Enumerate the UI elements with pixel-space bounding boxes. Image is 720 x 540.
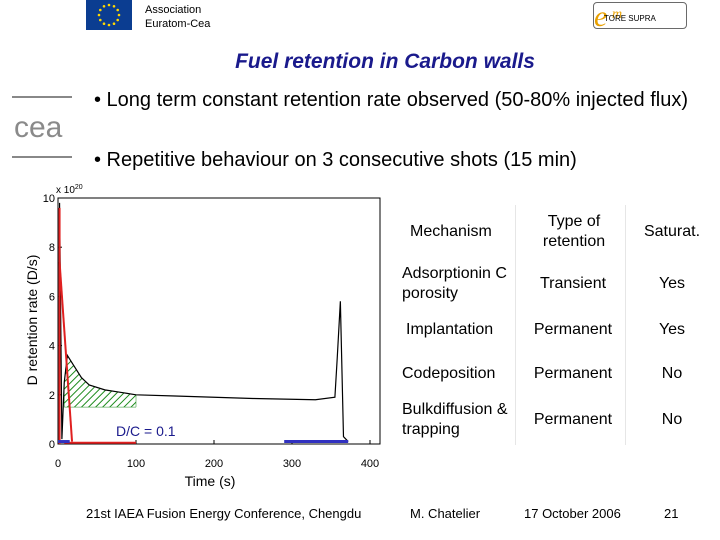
x-tick-label: 0	[55, 458, 61, 470]
cea-logo-icon: cea	[12, 96, 72, 158]
x-tick-label: 300	[283, 458, 301, 470]
footer-date: 17 October 2006	[524, 506, 621, 521]
table-cell-saturation: No	[661, 411, 683, 428]
eu-flag-logo	[86, 0, 132, 30]
red-diagonal-marker	[58, 261, 74, 442]
table-header-mechanism: Mechanism	[410, 223, 492, 240]
table-divider	[625, 205, 626, 445]
x-axis-ticks: 0 100 200 300 400	[55, 440, 379, 470]
y-axis-label: D retention rate (D/s)	[24, 255, 40, 386]
x-tick-label: 400	[361, 458, 379, 470]
table-cell-type: Permanent	[533, 411, 613, 428]
svg-text:m: m	[612, 7, 622, 22]
svg-text:cea: cea	[14, 111, 63, 144]
y-tick-label: 6	[49, 291, 55, 303]
footer-page-number: 21	[664, 506, 679, 521]
eu-stars-icon	[97, 3, 121, 27]
plot-frame	[57, 197, 381, 445]
y-multiplier-label: x 1020	[56, 184, 83, 196]
table-cell-saturation: Yes	[658, 275, 686, 292]
y-tick-label: 4	[49, 341, 55, 353]
association-line2: Euratom-Cea	[145, 18, 211, 30]
association-line1: Association	[145, 4, 202, 16]
table-header-saturation: Saturat.	[643, 223, 701, 240]
association-label: Association Euratom-Cea	[145, 3, 210, 31]
table-cell-mechanism: Codeposition	[402, 365, 496, 382]
table-cell-type: Permanent	[533, 321, 613, 338]
hatched-retention-area	[63, 354, 137, 408]
y-tick-label: 0	[49, 439, 55, 451]
retention-rate-chart: 0 2 4 6 8 10 0 100 200 300 400 x 1020 D/C = 0.1 T…	[24, 184, 381, 489]
series-line	[58, 202, 349, 442]
table-cell-type: Transient	[539, 275, 607, 292]
table-cell-mechanism: Bulkdiffusion & trapping	[402, 401, 508, 438]
y-tick-label: 2	[49, 390, 55, 402]
table-cell-type: Permanent	[533, 365, 613, 382]
bullet-repetitive-behaviour: • Repetitive behaviour on 3 consecutive …	[94, 149, 577, 171]
tore-supra-logo-box	[593, 2, 687, 29]
table-divider	[515, 205, 516, 445]
table-cell-saturation: No	[661, 365, 683, 382]
table-cell-mechanism: Adsorptionin C porosity	[402, 265, 507, 302]
x-tick-label: 100	[127, 458, 145, 470]
footer-author: M. Chatelier	[410, 506, 481, 521]
table-cell-mechanism: Implantation	[406, 321, 494, 338]
slide-title: Fuel retention in Carbon walls	[235, 50, 535, 73]
tore-supra-em-icon: e m	[594, 0, 622, 30]
x-tick-label: 200	[205, 458, 223, 470]
svg-text:e: e	[594, 0, 607, 30]
y-tick-label: 10	[43, 193, 55, 205]
bullet-retention-rate: • Long term constant retention rate obse…	[94, 89, 688, 111]
footer-conference: 21st IAEA Fusion Energy Conference, Chen…	[86, 506, 362, 521]
x-axis-label: Time (s)	[185, 473, 236, 489]
table-cell-saturation: Yes	[658, 321, 686, 338]
dc-ratio-annotation: D/C = 0.1	[116, 423, 176, 439]
tore-supra-label: TORE SUPRA	[604, 14, 656, 23]
y-tick-label: 8	[49, 242, 55, 254]
table-header-type: Type of retention	[542, 213, 606, 250]
